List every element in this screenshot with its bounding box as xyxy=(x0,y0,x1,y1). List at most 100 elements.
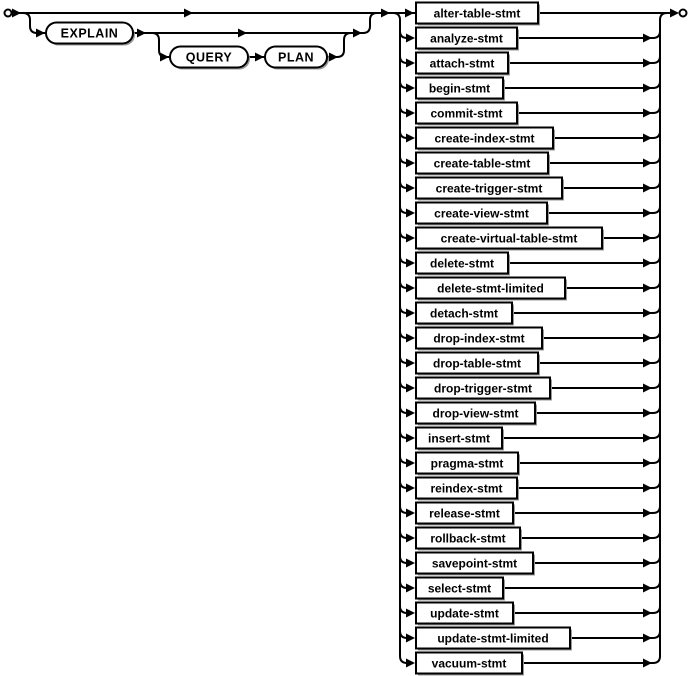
stmt-box[interactable] xyxy=(415,576,504,600)
stmt-label: rollback-stmt xyxy=(430,532,505,546)
arrowhead-icon xyxy=(643,133,652,143)
arrowhead-icon xyxy=(406,183,415,193)
stmt-label: vacuum-stmt xyxy=(432,657,507,671)
arrowhead-icon xyxy=(406,208,415,218)
stmt-box[interactable] xyxy=(415,351,539,375)
node-commit-stmt[interactable]: commit-stmt xyxy=(399,101,661,126)
node-rollback-stmt[interactable]: rollback-stmt xyxy=(399,526,661,551)
explain-bubble xyxy=(45,21,134,45)
arrowhead-icon xyxy=(643,308,652,318)
arrowhead-icon xyxy=(406,33,415,43)
stmt-box[interactable] xyxy=(415,201,548,225)
branch-out-line xyxy=(512,305,661,314)
stmt-box[interactable] xyxy=(415,26,518,50)
node-release-stmt[interactable]: release-stmt xyxy=(399,501,661,526)
node-delete-stmt[interactable]: delete-stmt xyxy=(399,251,661,276)
stmt-box[interactable] xyxy=(415,551,534,575)
node-pragma-stmt[interactable]: pragma-stmt xyxy=(399,451,661,476)
node-reindex-stmt[interactable]: reindex-stmt xyxy=(399,476,661,501)
node-create-view-stmt[interactable]: create-view-stmt xyxy=(399,201,661,226)
node-savepoint-stmt[interactable]: savepoint-stmt xyxy=(399,551,661,576)
node-drop-table-stmt[interactable]: drop-table-stmt xyxy=(399,351,661,376)
branch-out-line xyxy=(522,655,661,664)
branch-out-line xyxy=(535,405,661,414)
arrowhead-icon xyxy=(406,358,415,368)
node-begin-stmt[interactable]: begin-stmt xyxy=(399,76,661,101)
stmt-label: reindex-stmt xyxy=(430,482,502,496)
plan-keyword-label: PLAN xyxy=(278,51,314,65)
stmt-box[interactable] xyxy=(415,426,503,450)
node-create-trigger-stmt[interactable]: create-trigger-stmt xyxy=(399,176,661,201)
stmt-box[interactable] xyxy=(415,76,504,100)
stmt-box[interactable] xyxy=(415,51,509,75)
arrowhead-icon xyxy=(643,508,652,518)
stmt-label: create-trigger-stmt xyxy=(436,182,543,196)
node-update-stmt-limited[interactable]: update-stmt-limited xyxy=(399,626,661,651)
node-attach-stmt[interactable]: attach-stmt xyxy=(399,51,661,76)
node-vacuum-stmt[interactable]: vacuum-stmt xyxy=(399,651,661,676)
stmt-box[interactable] xyxy=(415,251,509,275)
stmt-box[interactable] xyxy=(415,601,514,625)
stmt-box[interactable] xyxy=(415,1,539,25)
stmt-box[interactable] xyxy=(415,126,554,150)
stmt-label: alter-table-stmt xyxy=(434,7,521,21)
arrowhead-icon xyxy=(406,283,415,293)
node-alter-table-stmt[interactable]: alter-table-stmt xyxy=(415,1,676,26)
arrowhead-icon xyxy=(643,583,652,593)
stmt-box[interactable] xyxy=(415,326,543,350)
stmt-label: pragma-stmt xyxy=(431,457,504,471)
node-insert-stmt[interactable]: insert-stmt xyxy=(399,426,661,451)
stmt-box[interactable] xyxy=(415,651,523,675)
stmt-box[interactable] xyxy=(415,101,518,125)
stmt-label: commit-stmt xyxy=(430,107,502,121)
arrowhead-icon xyxy=(406,658,415,668)
stmt-box[interactable] xyxy=(415,401,536,425)
stmt-box[interactable] xyxy=(415,451,519,475)
branch-out-line xyxy=(533,555,661,564)
node-detach-stmt[interactable]: detach-stmt xyxy=(399,301,661,326)
node-create-index-stmt[interactable]: create-index-stmt xyxy=(399,126,661,151)
branch-out-line xyxy=(518,455,661,464)
arrowhead-icon xyxy=(160,52,169,62)
stmt-box[interactable] xyxy=(415,176,563,200)
arrowhead-icon xyxy=(406,258,415,268)
arrowhead-icon xyxy=(137,28,146,38)
plan-merge-line xyxy=(327,32,352,58)
branch-out-line xyxy=(538,355,661,364)
arrowhead-icon xyxy=(643,283,652,293)
stmt-label: create-virtual-table-stmt xyxy=(441,232,578,246)
stmt-box[interactable] xyxy=(415,226,603,250)
arrowhead-icon xyxy=(406,108,415,118)
branch-out-line xyxy=(503,80,661,89)
arrowhead-icon xyxy=(381,8,390,18)
node-drop-trigger-stmt[interactable]: drop-trigger-stmt xyxy=(399,376,661,401)
node-drop-view-stmt[interactable]: drop-view-stmt xyxy=(399,401,661,426)
stmt-box[interactable] xyxy=(415,151,549,175)
stmt-box[interactable] xyxy=(415,476,518,500)
stmt-box[interactable] xyxy=(415,276,566,300)
start-terminal-icon xyxy=(3,8,13,18)
railroad-lines xyxy=(3,8,688,656)
node-create-table-stmt[interactable]: create-table-stmt xyxy=(399,151,661,176)
node-select-stmt[interactable]: select-stmt xyxy=(399,576,661,601)
node-update-stmt[interactable]: update-stmt xyxy=(399,601,661,626)
node-delete-stmt-limited[interactable]: delete-stmt-limited xyxy=(399,276,661,301)
node-create-virtual-table-stmt[interactable]: create-virtual-table-stmt xyxy=(399,226,661,251)
arrowhead-icon xyxy=(643,408,652,418)
branch-out-line xyxy=(517,480,661,489)
stmt-label: update-stmt-limited xyxy=(437,632,548,646)
query-bubble xyxy=(169,45,249,69)
arrowhead-icon xyxy=(406,83,415,93)
stmt-box[interactable] xyxy=(415,301,513,325)
node-analyze-stmt[interactable]: analyze-stmt xyxy=(399,26,661,51)
stmt-box[interactable] xyxy=(415,376,551,400)
branch-out-line xyxy=(513,505,661,514)
stmt-box[interactable] xyxy=(415,626,571,650)
node-drop-index-stmt[interactable]: drop-index-stmt xyxy=(399,326,661,351)
arrowhead-icon xyxy=(643,433,652,443)
stmt-box[interactable] xyxy=(415,526,521,550)
stmt-box[interactable] xyxy=(415,501,514,525)
branch-out-line xyxy=(508,255,661,264)
